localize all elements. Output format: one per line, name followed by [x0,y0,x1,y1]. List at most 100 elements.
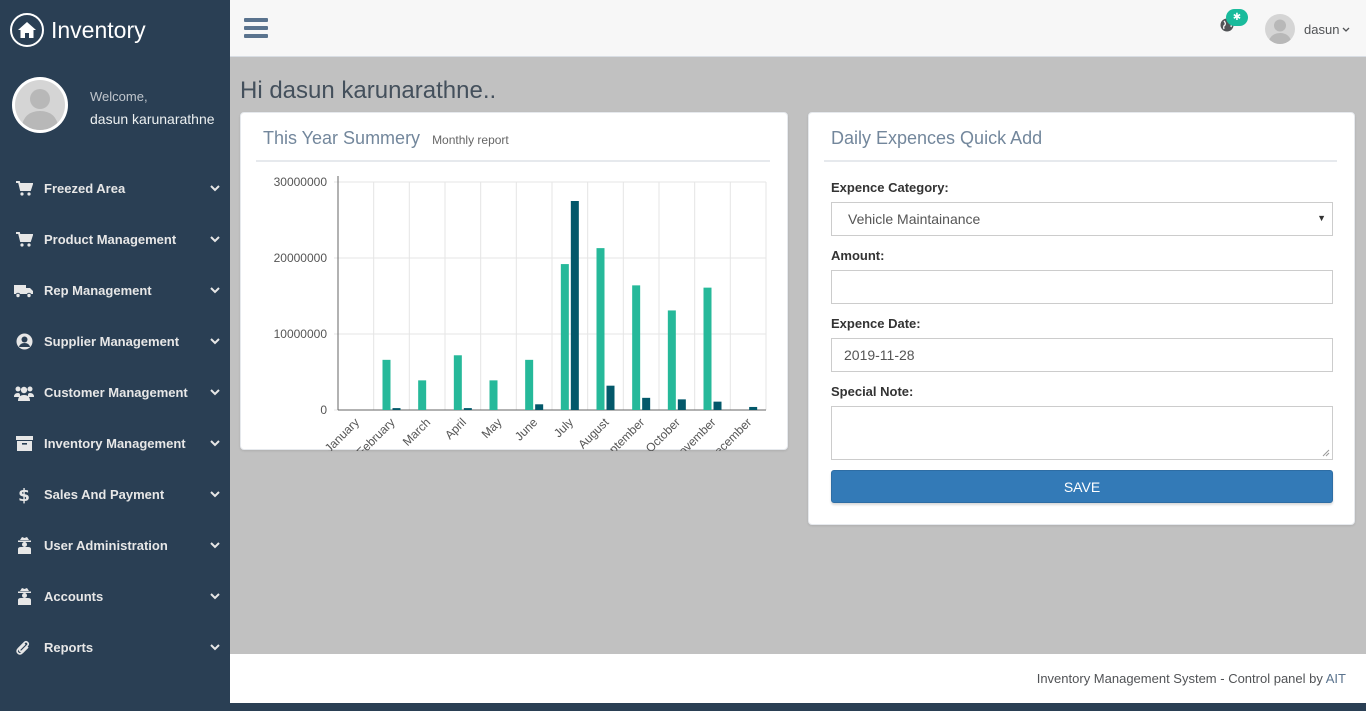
chart-bar [570,201,579,410]
chart-bar [525,359,534,410]
footer-caption: Inventory Management System - Control pa… [1036,671,1326,686]
user-circle-icon [14,333,34,350]
chevron-down-icon [200,236,230,243]
chart-bar [392,408,401,410]
chevron-down-icon [200,338,230,345]
page-title: Hi dasun karunarathne.. [240,77,497,104]
chevron-down-icon [200,491,230,498]
x-tick-label: June [512,415,541,444]
chart-bar [713,401,722,410]
date-value: 2019-11-28 [844,347,915,363]
notification-badge[interactable]: ✱ [1226,9,1248,26]
monthly-report-chart: 3000000020000000100000000JanuaryFebruary… [274,175,767,451]
user-secret-icon [14,537,34,554]
chart-bar [453,355,462,410]
user-name: dasun [1304,21,1340,37]
chevron-down-icon [200,542,230,549]
sidebar-item-label: Freezed Area [44,181,126,196]
dollar-icon: $ [14,486,34,504]
sidebar-item-accounts[interactable]: Accounts [0,571,230,622]
sidebar-item-label: Accounts [44,589,104,604]
chart-bar [596,248,605,410]
y-tick-label: 30000000 [274,175,328,189]
sidebar-item-freezed-area[interactable]: Freezed Area [0,163,230,214]
chart-bar [560,264,569,410]
date-label: Expence Date: [831,316,921,331]
chart-subtitle: Monthly report [432,133,509,147]
sidebar-item-rep-management[interactable]: Rep Management [0,265,230,316]
sidebar-item-customer-management[interactable]: Customer Management [0,367,230,418]
category-label: Expence Category: [831,180,949,195]
footer-text: Inventory Management System - Control pa… [1037,671,1346,686]
amount-label: Amount: [831,248,885,263]
chevron-down-icon [200,185,230,192]
sidebar-item-label: Reports [44,640,94,655]
sidebar-item-label: User Administration [44,538,168,553]
chart-bar [489,380,498,410]
note-label: Special Note: [831,384,914,399]
sidebar-item-user-administration[interactable]: User Administration [0,520,230,571]
sidebar-item-inventory-management[interactable]: Inventory Management [0,418,230,469]
sidebar-item-label: Product Management [44,232,177,247]
sidebar-item-supplier-management[interactable]: Supplier Management [0,316,230,367]
brand[interactable]: Inventory [10,12,146,48]
sidebar-menu: Freezed Area Product Management Rep Mana… [0,163,230,673]
y-tick-label: 20000000 [274,251,328,265]
x-tick-label: March [400,415,433,448]
profile: Welcome, dasun karunarathne [12,77,222,133]
divider [256,160,770,162]
y-tick-label: 0 [320,403,327,417]
chevron-down-icon [200,287,230,294]
app-title: Inventory [51,16,146,43]
chart-bar [677,399,686,410]
chart-bar [632,285,641,410]
avatar [1265,14,1295,44]
x-tick-label: May [479,415,505,441]
top-navbar: ✱ dasun [230,0,1366,57]
svg-text:$: $ [18,486,30,504]
sidebar-item-label: Rep Management [44,283,152,298]
chart-title: This Year Summery [263,128,421,148]
cart-icon [14,181,34,196]
chart-bar [463,408,472,410]
sidebar-item-label: Inventory Management [44,436,186,451]
chart-bar [418,380,427,410]
footer-link[interactable]: AIT [1325,671,1346,686]
footer: Inventory Management System - Control pa… [230,654,1366,703]
date-field[interactable]: 2019-11-28 [831,338,1333,372]
avatar [12,77,68,133]
chevron-down-icon [200,440,230,447]
cart-icon [14,232,34,247]
note-textarea[interactable] [831,406,1333,460]
sidebar-item-reports[interactable]: Reports [0,622,230,673]
y-tick-label: 10000000 [274,327,328,341]
chart-bar [642,397,651,410]
save-button[interactable]: SAVE [831,470,1333,503]
amount-field[interactable] [831,270,1333,304]
year-summary-panel: This Year Summery Monthly report 30000000… [240,112,788,451]
chevron-down-icon [1342,20,1350,38]
chart-bar [749,406,758,410]
resize-grip-icon[interactable] [1322,449,1330,457]
x-tick-label: July [551,415,576,440]
sidebar-item-sales-and-payment[interactable]: $ Sales And Payment [0,469,230,520]
x-tick-label: February [354,415,398,451]
sidebar: Inventory Welcome, dasun karunarathne Fr… [0,0,230,711]
archive-icon [14,436,34,451]
sidebar-item-product-management[interactable]: Product Management [0,214,230,265]
user-dropdown[interactable]: dasun [1265,14,1350,44]
category-select[interactable]: Vehicle Maintainance ▼ [831,202,1333,236]
caret-down-icon: ▼ [1317,213,1326,223]
menu-toggle-icon[interactable] [244,18,268,38]
x-tick-label: April [442,415,469,442]
chevron-down-icon [200,389,230,396]
chart-bar [667,310,676,410]
chart-bar [535,404,544,410]
main-content: Hi dasun karunarathne.. This Year Summer… [230,57,1366,654]
sidebar-item-label: Customer Management [44,385,188,400]
category-selected-value: Vehicle Maintainance [848,211,981,227]
divider [824,160,1337,162]
profile-name: dasun karunarathne [90,111,215,127]
users-icon [14,385,34,401]
chart-bar [703,287,712,410]
